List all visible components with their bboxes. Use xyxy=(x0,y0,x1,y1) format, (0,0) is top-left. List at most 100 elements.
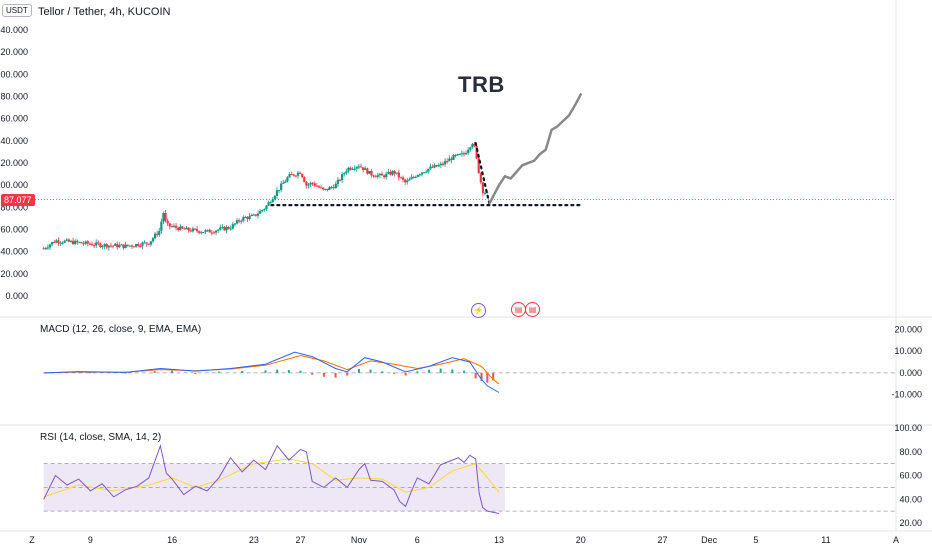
candle xyxy=(149,241,152,245)
candle xyxy=(263,209,266,211)
candle xyxy=(315,185,318,187)
candle xyxy=(273,195,276,200)
candle xyxy=(341,174,344,181)
candle xyxy=(177,227,180,231)
candle xyxy=(269,202,272,204)
candle xyxy=(254,214,258,216)
candle xyxy=(351,168,354,170)
x-tick-label: 11 xyxy=(821,535,830,545)
candle xyxy=(435,165,438,167)
x-tick-label: 9 xyxy=(88,535,93,545)
candle xyxy=(477,158,480,174)
candle xyxy=(349,167,352,170)
candle xyxy=(217,229,220,231)
candle xyxy=(410,177,413,180)
macd-hist-bar xyxy=(381,371,384,373)
us-flag-icon[interactable]: ▤ xyxy=(525,302,540,317)
currency-badge[interactable]: USDT xyxy=(2,4,32,17)
candle xyxy=(246,217,249,219)
macd-label[interactable]: MACD (12, 26, close, 9, EMA, EMA) xyxy=(40,324,202,335)
candle xyxy=(397,172,400,178)
candle xyxy=(443,161,447,165)
x-tick-label: A xyxy=(893,535,899,545)
candle xyxy=(261,209,264,211)
candle xyxy=(189,230,192,232)
candle xyxy=(479,173,482,183)
y-tick-label: 20.000 xyxy=(894,324,922,334)
candle xyxy=(111,245,115,247)
y-tick-label: 0.000 xyxy=(899,368,922,378)
candle xyxy=(67,239,70,242)
candle xyxy=(456,154,459,156)
candle xyxy=(393,171,396,174)
candle xyxy=(174,225,178,228)
macd-hist-bar xyxy=(153,371,156,373)
us-flag-icon[interactable]: ▤ xyxy=(511,302,526,317)
macd-hist-bar xyxy=(217,371,220,373)
candle xyxy=(99,243,102,247)
candle xyxy=(408,179,411,181)
macd-hist-bar xyxy=(451,369,454,373)
candle xyxy=(78,242,81,244)
candle xyxy=(86,241,89,244)
lightning-icon[interactable]: ⚡ xyxy=(471,303,486,318)
candle xyxy=(179,226,182,231)
candle xyxy=(137,244,140,247)
candle xyxy=(395,172,398,174)
candle xyxy=(105,244,108,248)
downtrend-line xyxy=(474,141,491,207)
candle xyxy=(460,153,463,155)
candle xyxy=(347,167,350,172)
symbol-title: Tellor / Tether, 4h, KUCOIN xyxy=(38,6,171,18)
candle xyxy=(450,158,453,160)
candle xyxy=(330,187,333,189)
candle xyxy=(401,177,405,180)
candle xyxy=(309,182,312,185)
candle xyxy=(193,228,197,230)
macd-hist-bar xyxy=(416,371,419,373)
candle xyxy=(139,246,142,248)
candle xyxy=(42,248,45,250)
macd-hist-bar xyxy=(299,370,302,373)
macd-hist-bar xyxy=(322,372,325,377)
candle xyxy=(166,220,169,224)
candle xyxy=(221,226,224,228)
y-tick-label: 10.000 xyxy=(894,346,922,356)
y-tick-label: 20.00 xyxy=(899,518,922,528)
candle xyxy=(465,152,468,155)
rsi-ma-line xyxy=(43,458,500,498)
candle xyxy=(414,176,417,178)
candle xyxy=(235,220,239,224)
candle xyxy=(322,187,325,190)
candle xyxy=(212,232,216,234)
candle xyxy=(240,220,243,222)
candle xyxy=(225,227,228,231)
candle xyxy=(210,232,213,234)
candle xyxy=(128,245,131,247)
x-tick-label: 13 xyxy=(494,535,504,545)
rsi-label[interactable]: RSI (14, close, SMA, 14, 2) xyxy=(40,432,162,443)
macd-hist-bar xyxy=(194,372,197,374)
candle xyxy=(93,245,96,247)
candle xyxy=(244,217,247,219)
macd-hist-bar xyxy=(241,370,244,373)
candle xyxy=(328,187,331,191)
candle xyxy=(168,223,171,227)
candle xyxy=(338,179,342,181)
candle xyxy=(418,174,421,176)
candle xyxy=(326,188,329,191)
candle xyxy=(63,240,66,243)
x-tick-label: 20 xyxy=(576,535,586,545)
candle xyxy=(433,165,436,168)
candle xyxy=(214,230,218,233)
macd-hist-bar xyxy=(276,369,279,373)
candle xyxy=(452,154,455,160)
candle xyxy=(204,230,207,233)
candle xyxy=(250,214,253,216)
y-tick-label: 100.00 xyxy=(894,423,922,433)
macd-signal-line xyxy=(43,354,500,385)
candle xyxy=(259,210,262,214)
candle xyxy=(332,187,335,189)
candle xyxy=(82,243,85,245)
